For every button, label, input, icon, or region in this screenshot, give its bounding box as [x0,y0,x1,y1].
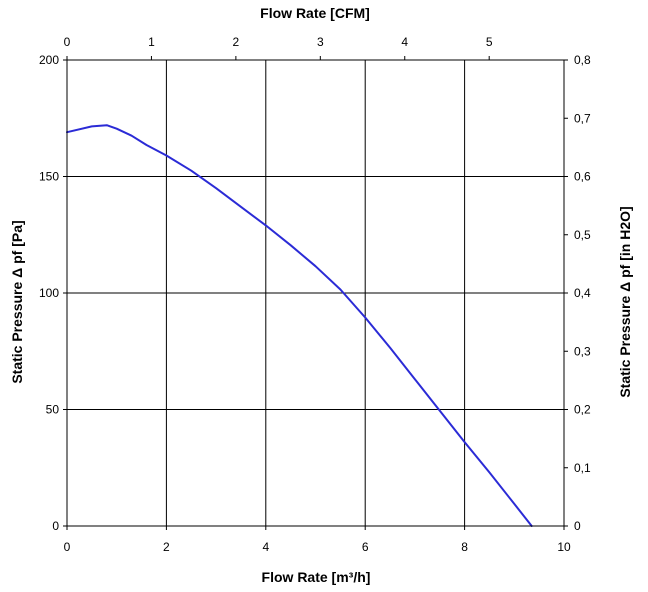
x-top-tick-label: 3 [317,35,324,49]
y-axis-title-right: Static Pressure Δ pf [in H2O] [617,206,633,397]
y-right-tick-label: 0 [574,519,581,533]
y-tick-label: 150 [39,170,59,184]
y-right-tick-label: 0,6 [574,170,591,184]
series [66,124,533,527]
plot-frame [66,59,565,527]
tick-marks [63,56,568,530]
y-right-tick-label: 0,2 [574,403,591,417]
x-tick-label: 4 [262,540,269,554]
x-axis-title-top: Flow Rate [CFM] [260,5,370,21]
y-right-tick-label: 0,8 [574,53,591,67]
series-line-0 [66,124,533,527]
y-tick-label: 0 [52,519,59,533]
x-tick-label: 10 [557,540,571,554]
y-tick-label: 50 [46,403,60,417]
x-top-tick-label: 0 [64,35,71,49]
x-axis-title: Flow Rate [m³/h] [262,569,371,585]
y-right-tick-label: 0,3 [574,344,591,358]
y-right-tick-label: 0,7 [574,111,591,125]
y-right-tick-label: 0,4 [574,286,591,300]
x-top-tick-label: 5 [486,35,493,49]
x-top-tick-label: 1 [148,35,155,49]
x-tick-label: 2 [163,540,170,554]
y-tick-label: 200 [39,53,59,67]
x-tick-label: 0 [64,540,71,554]
y-tick-label: 100 [39,286,59,300]
y-right-tick-label: 0,5 [574,228,591,242]
x-tick-label: 8 [461,540,468,554]
x-top-tick-label: 2 [233,35,240,49]
x-tick-label: 6 [362,540,369,554]
grid [67,60,564,526]
y-axis-title: Static Pressure Δ pf [Pa] [9,220,25,383]
y-right-tick-label: 0,1 [574,461,591,475]
x-top-tick-label: 4 [401,35,408,49]
